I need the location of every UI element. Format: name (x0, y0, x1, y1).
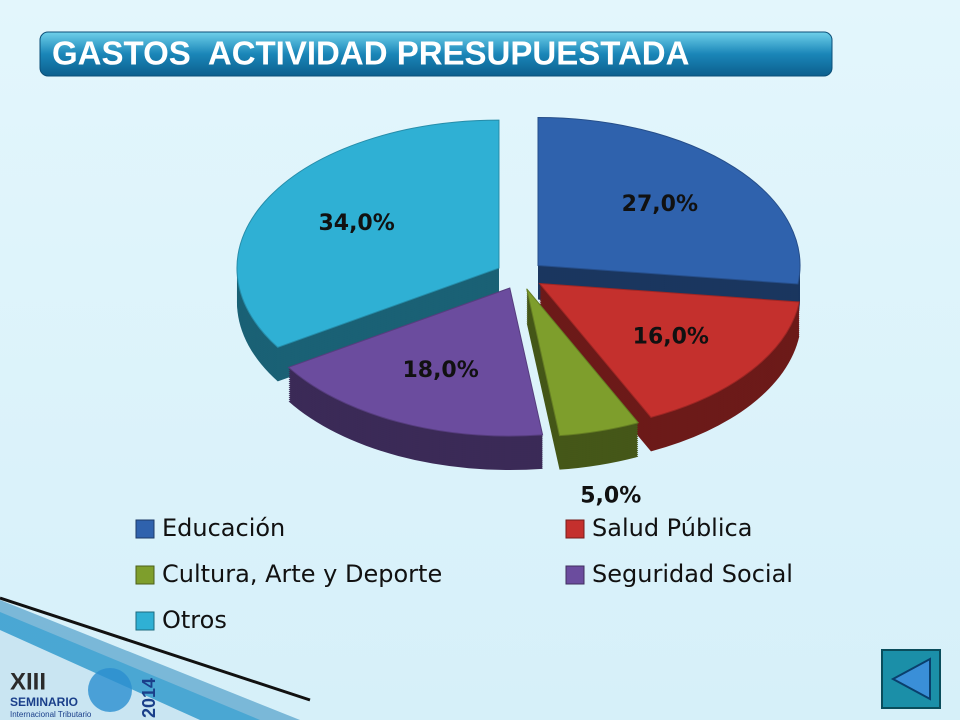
logo-numeral: XIII (10, 668, 46, 695)
slice (236, 119, 500, 348)
legend-label: Cultura, Arte y Deporte (162, 560, 442, 588)
legend-swatch (135, 519, 155, 539)
data-label: 5,0% (580, 483, 641, 508)
logo-subtitle: Internacional Tributario (10, 710, 92, 719)
legend-label: Salud Pública (592, 514, 752, 542)
data-label: 27,0% (622, 192, 698, 217)
logo-name: SEMINARIO (10, 695, 78, 709)
logo-globe (88, 668, 132, 712)
slice (287, 287, 544, 437)
legend-label: Otros (162, 606, 227, 634)
slice (538, 282, 800, 418)
slice (526, 288, 640, 437)
data-label: 18,0% (402, 358, 478, 383)
pie: 27,0% 16,0% 5,0% 18,0% 34,0% (236, 116, 801, 508)
legend-swatch (565, 519, 585, 539)
back-button[interactable] (881, 649, 941, 709)
slice (537, 116, 801, 285)
legend-swatch (135, 611, 155, 631)
legend-label: Seguridad Social (592, 560, 793, 588)
legend-swatch (565, 565, 585, 585)
title-bar (39, 31, 833, 77)
logo: XIII SEMINARIO Internacional Tributario … (10, 668, 159, 719)
back-arrow[interactable] (890, 657, 931, 701)
legend: Educación Salud Pública Cultura, Arte y De… (135, 514, 793, 634)
legend-swatch (135, 565, 155, 585)
chart-title: GASTOS ACTIVIDAD PRESUPUESTADA (52, 35, 689, 72)
logo-year: 2014 (139, 678, 159, 718)
data-label: 16,0% (633, 324, 709, 349)
legend-label: Educación (162, 514, 285, 542)
data-label: 34,0% (318, 211, 394, 236)
corner-stripes (0, 596, 311, 720)
